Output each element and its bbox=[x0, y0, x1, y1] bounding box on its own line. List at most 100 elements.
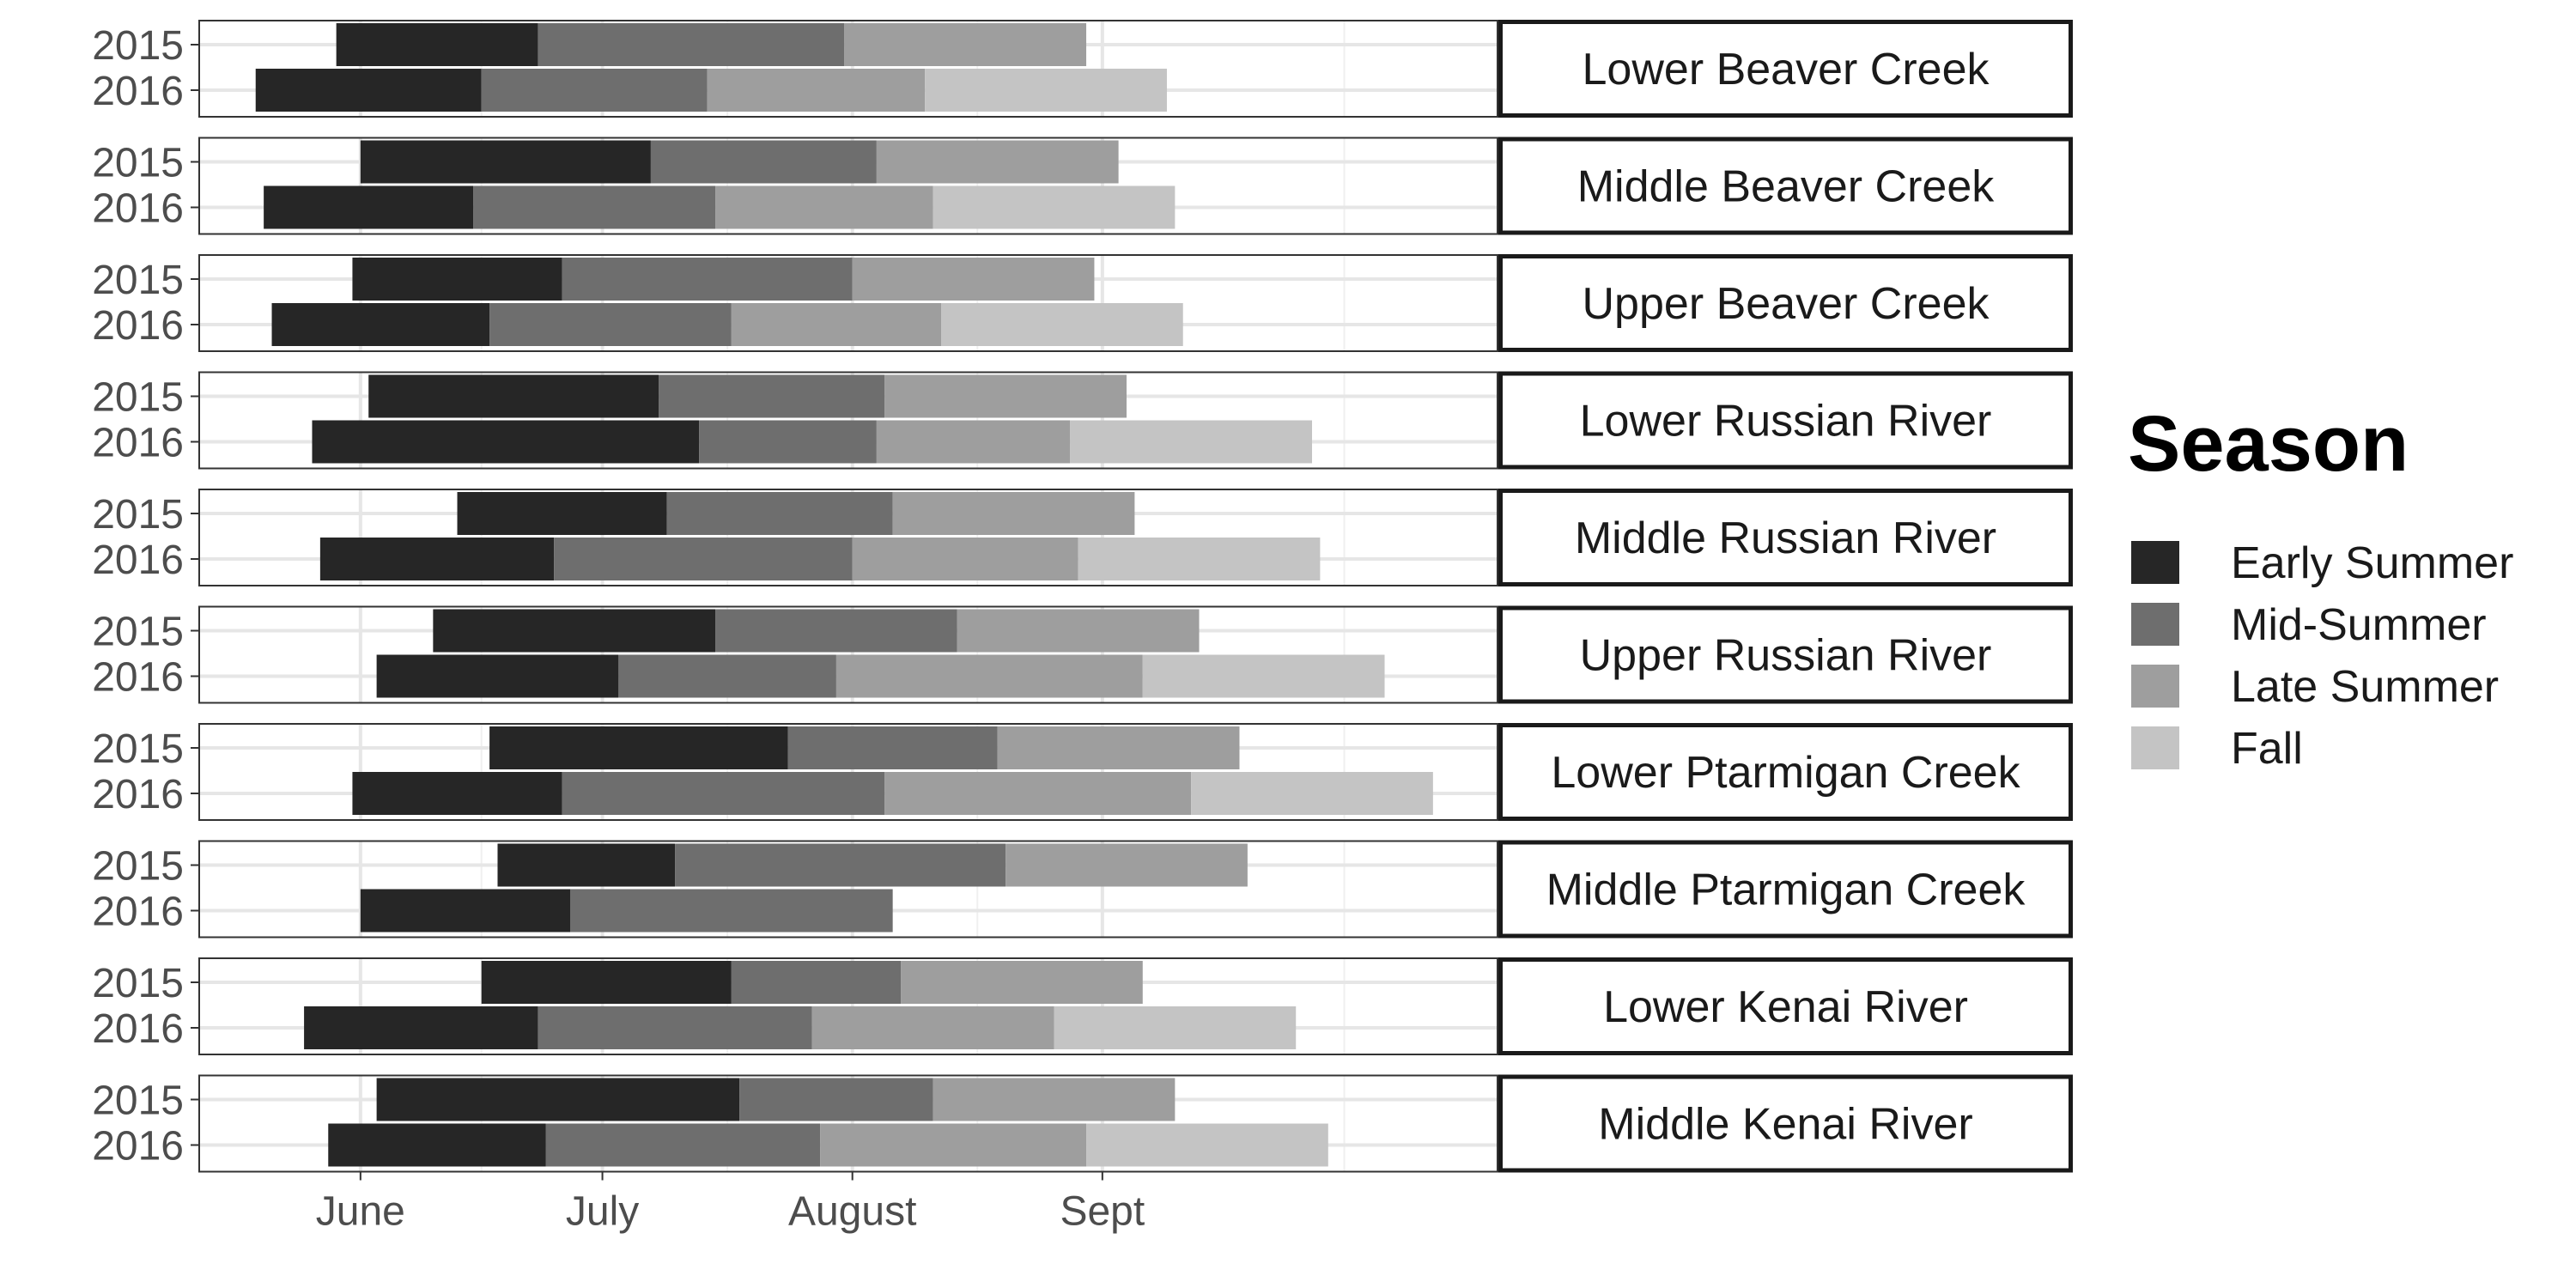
y-tick-label: 2016 bbox=[92, 538, 184, 583]
bar-segment-mid bbox=[731, 961, 902, 1004]
facet-strip-label: Middle Kenai River bbox=[1598, 1100, 1972, 1150]
bar-segment-mid bbox=[666, 492, 893, 535]
facet-strip-label: Upper Russian River bbox=[1580, 631, 1992, 681]
bar-segment-mid bbox=[481, 69, 708, 112]
bar-segment-fall bbox=[941, 303, 1183, 346]
bar-segment-mid bbox=[675, 843, 1006, 887]
bar-segment-mid bbox=[473, 185, 716, 229]
facet-strip bbox=[1498, 254, 2073, 352]
y-tick-label: 2015 bbox=[92, 610, 184, 655]
bar-segment-mid bbox=[489, 303, 732, 346]
bar-segment-early bbox=[336, 23, 538, 66]
bar-segment-early bbox=[360, 140, 651, 184]
panel-border bbox=[198, 371, 1498, 470]
panel-border bbox=[198, 254, 1498, 352]
bar-segment-early bbox=[360, 889, 570, 933]
legend-title: Season bbox=[2128, 400, 2409, 488]
bar-segment-early bbox=[312, 420, 700, 464]
facet-strip-label: Lower Kenai River bbox=[1603, 982, 1968, 1032]
y-tick-label: 2016 bbox=[92, 303, 184, 349]
y-tick-label: 2016 bbox=[92, 421, 184, 466]
facet-strip-label: Lower Ptarmigan Creek bbox=[1551, 748, 2020, 798]
bar-segment-fall bbox=[925, 69, 1167, 112]
bar-segment-mid bbox=[650, 140, 877, 184]
y-tick-label: 2015 bbox=[92, 141, 184, 186]
y-tick-label: 2015 bbox=[92, 258, 184, 303]
bar-segment-late bbox=[852, 538, 1078, 580]
x-tick-label: June bbox=[316, 1189, 405, 1235]
bar-segment-late bbox=[731, 303, 941, 346]
legend-label: Late Summer bbox=[2231, 662, 2499, 712]
bar-segment-mid bbox=[739, 1078, 933, 1121]
bar-segment-fall bbox=[1086, 1123, 1328, 1167]
y-tick-label: 2015 bbox=[92, 726, 184, 772]
bar-segment-early bbox=[319, 538, 555, 580]
y-tick-label: 2016 bbox=[92, 772, 184, 817]
bar-segment-mid bbox=[618, 654, 836, 698]
bar-segment-early bbox=[271, 303, 490, 346]
bar-segment-early bbox=[368, 374, 659, 418]
bar-segment-late bbox=[884, 374, 1127, 418]
legend-key-fall bbox=[2131, 726, 2179, 769]
bar-segment-mid bbox=[570, 889, 893, 933]
bar-segment-early bbox=[352, 258, 562, 301]
bar-segment-early bbox=[328, 1123, 546, 1167]
facet-strip bbox=[1498, 605, 2073, 704]
bar-segment-mid bbox=[554, 538, 853, 580]
bar-segment-late bbox=[876, 140, 1119, 184]
x-tick-label: July bbox=[566, 1189, 639, 1235]
facet-strip bbox=[1498, 489, 2073, 586]
bar-segment-mid bbox=[562, 772, 885, 815]
bar-segment-late bbox=[1005, 843, 1248, 887]
y-tick-label: 2016 bbox=[92, 69, 184, 114]
y-tick-label: 2015 bbox=[92, 23, 184, 69]
y-tick-label: 2016 bbox=[92, 186, 184, 232]
bar-segment-late bbox=[811, 1006, 1054, 1049]
y-tick-label: 2015 bbox=[92, 844, 184, 890]
bar-segment-mid bbox=[699, 420, 877, 464]
facet-strip bbox=[1498, 1074, 2073, 1173]
bar-segment-early bbox=[304, 1006, 538, 1049]
bar-segment-early bbox=[264, 185, 474, 229]
facet-strip-label: Lower Beaver Creek bbox=[1583, 45, 1990, 94]
bar-segment-late bbox=[844, 23, 1087, 66]
bar-segment-fall bbox=[933, 185, 1176, 229]
y-tick-label: 2015 bbox=[92, 1078, 184, 1124]
facet-strip-label: Middle Russian River bbox=[1575, 513, 1996, 563]
legend: Season Early Summer Mid-Summer Late Summer F… bbox=[2128, 400, 2513, 774]
bar-segment-early bbox=[497, 843, 676, 887]
facet-strip bbox=[1498, 137, 2073, 235]
bar-segment-mid bbox=[659, 374, 885, 418]
bar-segment-early bbox=[433, 609, 716, 653]
bar-segment-fall bbox=[1054, 1006, 1297, 1049]
facet-strip-label: Middle Ptarmigan Creek bbox=[1546, 866, 2026, 915]
facet-strip bbox=[1498, 371, 2073, 470]
bar-segment-mid bbox=[715, 609, 957, 653]
facet-strip bbox=[1498, 723, 2073, 821]
bar-segment-late bbox=[957, 609, 1200, 653]
panel-border bbox=[198, 137, 1498, 235]
y-tick-label: 2015 bbox=[92, 961, 184, 1006]
bar-segment-late bbox=[884, 772, 1192, 815]
facet-strip-label: Middle Beaver Creek bbox=[1577, 162, 1996, 212]
bar-segment-fall bbox=[1191, 772, 1433, 815]
bar-segment-late bbox=[835, 654, 1143, 698]
panel-border bbox=[198, 20, 1498, 118]
y-tick-label: 2016 bbox=[92, 1006, 184, 1052]
panel-border bbox=[198, 723, 1498, 821]
bar-segment-late bbox=[820, 1123, 1087, 1167]
facet-strip bbox=[1498, 20, 2073, 118]
panel-border bbox=[198, 1074, 1498, 1173]
legend-key-early bbox=[2131, 541, 2179, 584]
panel-border bbox=[198, 489, 1498, 586]
y-tick-label: 2016 bbox=[92, 890, 184, 935]
bar-segment-late bbox=[997, 726, 1240, 769]
bar-segment-fall bbox=[1070, 420, 1312, 464]
